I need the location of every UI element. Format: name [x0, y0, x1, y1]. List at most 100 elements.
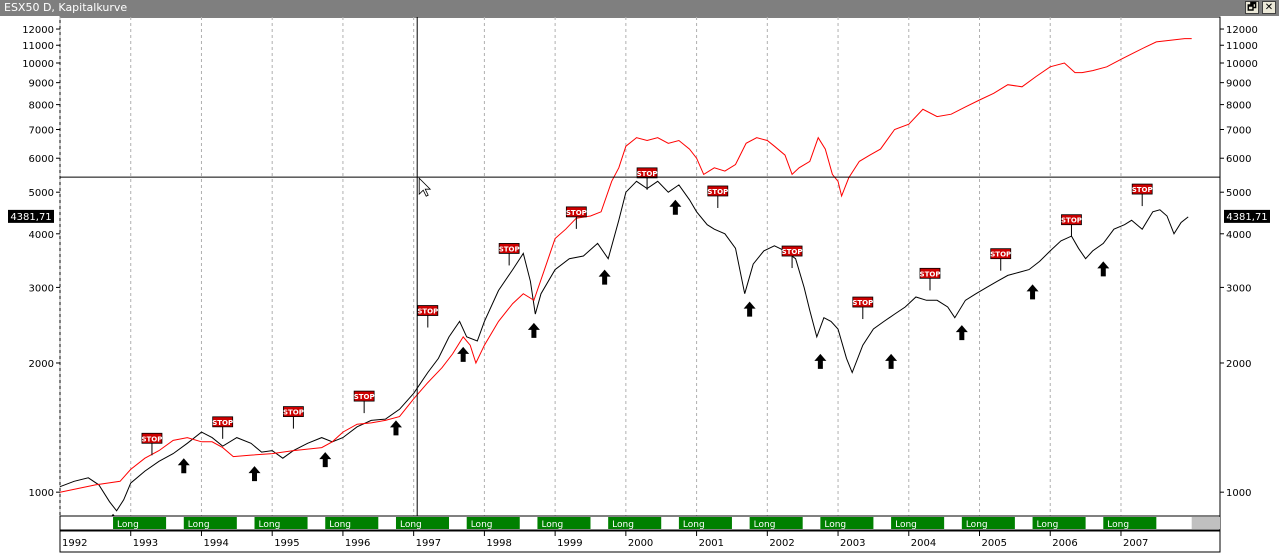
entry-arrow-icon: [1026, 284, 1039, 300]
stop-marker-label: STOP: [354, 393, 375, 401]
long-segment: [1103, 517, 1157, 529]
index-series-line: [59, 180, 1189, 512]
y-tick-label: 2000: [1226, 359, 1251, 370]
entry-arrow-icon: [527, 322, 540, 338]
entry-arrow-icon: [389, 420, 402, 436]
y-tick-label: 7000: [29, 125, 54, 136]
y-tick-label: 9000: [29, 79, 54, 90]
y-tick-label: 12000: [22, 25, 54, 36]
x-tick-label: 2001: [699, 538, 724, 549]
stop-marker-label: STOP: [707, 188, 728, 196]
crosshair: [60, 17, 1220, 552]
y-tick-label: 7000: [1226, 125, 1251, 136]
x-axis-band: [59, 530, 1221, 553]
long-segment: [1032, 517, 1086, 529]
equity-series-line: [59, 38, 1192, 493]
x-tick-label: 2004: [911, 538, 936, 549]
y-tick-label: 8000: [1226, 101, 1251, 112]
entry-arrow-icon: [598, 269, 611, 285]
stop-marker-label: STOP: [637, 170, 658, 178]
stop-marker: [990, 248, 1012, 260]
close-button[interactable]: ✕: [1262, 1, 1276, 14]
stop-marker: [283, 406, 304, 418]
y-tick-label: 2000: [29, 359, 54, 370]
y-tick-label: 8000: [29, 101, 54, 112]
y-tick-label: 4000: [1226, 230, 1251, 241]
stop-marker: [212, 416, 234, 428]
window-title: ESX50 D, Kapitalkurve: [4, 1, 128, 14]
y-tick-label: 4000: [29, 230, 54, 241]
stop-marker: [498, 243, 520, 254]
stop-marker: [141, 432, 163, 444]
y-tick-label: 6000: [29, 154, 54, 165]
stop-marker-label: STOP: [1132, 186, 1153, 194]
long-segment-label: Long: [117, 520, 139, 530]
long-segment: [678, 517, 732, 529]
y-tick-label: 11000: [22, 41, 54, 52]
x-tick-label: 1999: [557, 538, 582, 549]
long-segment: [113, 517, 167, 529]
stop-marker-label: STOP: [920, 270, 941, 278]
y-tick-label: 10000: [22, 59, 54, 70]
long-segment: [820, 517, 874, 529]
y-tick-label: 6000: [1226, 154, 1251, 165]
trade-markers: STOP STOP STOP STOP STOP STOP STOP STOP STOP STOP…: [107, 167, 1153, 529]
long-segment: [466, 517, 520, 529]
stop-marker: [1131, 183, 1153, 195]
last-value-labels: 4381,71 4381,71: [8, 209, 1270, 223]
x-tick-label: 1993: [133, 538, 158, 549]
stop-marker: [565, 206, 587, 218]
stop-marker: [353, 390, 375, 402]
long-segment-label: Long: [754, 520, 776, 530]
x-tick-label: 2007: [1123, 538, 1148, 549]
entry-arrow-icon: [955, 325, 968, 341]
x-tick-label: 1995: [274, 538, 299, 549]
entry-arrow-icon: [319, 452, 332, 468]
price-chart[interactable]: 1000 2000 3000 4000 5000 6000 7000 8000 9000 1000…: [0, 16, 1279, 553]
long-segment-label: Long: [400, 520, 422, 530]
long-segment-label: Long: [259, 520, 281, 530]
stop-marker-label: STOP: [990, 251, 1011, 259]
stop-marker: [636, 167, 658, 179]
title-bar[interactable]: ESX50 D, Kapitalkurve 🗗 ✕: [0, 0, 1279, 16]
stop-marker-label: STOP: [417, 308, 438, 316]
long-segment: [537, 517, 591, 529]
series-layer: [59, 38, 1192, 512]
x-tick-label: 2000: [628, 538, 653, 549]
last-value-tag-left: [8, 209, 54, 223]
long-segment-label: Long: [612, 520, 634, 530]
long-segment: [183, 517, 237, 529]
stop-marker-label: STOP: [1061, 217, 1082, 225]
long-segment-label: Long: [1107, 520, 1129, 530]
y-axis-right: 1000 2000 3000 4000 5000 6000 7000 8000 9000 1000…: [1220, 25, 1258, 499]
entry-arrow-icon: [669, 199, 682, 215]
stop-marker-label: STOP: [499, 245, 520, 253]
cursor-arrow-icon: [418, 177, 432, 197]
y-tick-label: 10000: [1226, 59, 1258, 70]
position-bar: Long Long Long Long Long Long Long Long Long Long…: [59, 515, 1221, 531]
last-value-label-right: 4381,71: [1226, 212, 1267, 223]
stop-marker-label: STOP: [283, 409, 304, 417]
stop-marker: [417, 305, 439, 316]
stop-marker-label: STOP: [212, 419, 233, 427]
long-segment-label: Long: [895, 520, 917, 530]
y-tick-label: 11000: [1226, 41, 1258, 52]
long-segment-label: Long: [683, 520, 705, 530]
stop-marker-label: STOP: [782, 248, 803, 256]
x-tick-label: 2002: [769, 538, 794, 549]
long-segment-label: Long: [541, 520, 563, 530]
x-axis: 1992 1993 1994 1995 1996 1997 1998 1999 2000 2001…: [59, 530, 1221, 553]
long-segment: [891, 517, 945, 529]
last-value-label-left: 4381,71: [10, 212, 51, 223]
restore-button[interactable]: 🗗: [1245, 1, 1259, 14]
long-segment: [395, 517, 450, 529]
long-segment-label: Long: [824, 520, 846, 530]
x-tick-label: 1998: [486, 538, 511, 549]
long-segment: [254, 517, 308, 529]
long-segment: [749, 517, 803, 529]
entry-arrow-icon: [177, 458, 190, 474]
x-tick-label: 1997: [416, 538, 441, 549]
y-tick-label: 1000: [29, 488, 54, 499]
x-tick-label: 1996: [345, 538, 370, 549]
